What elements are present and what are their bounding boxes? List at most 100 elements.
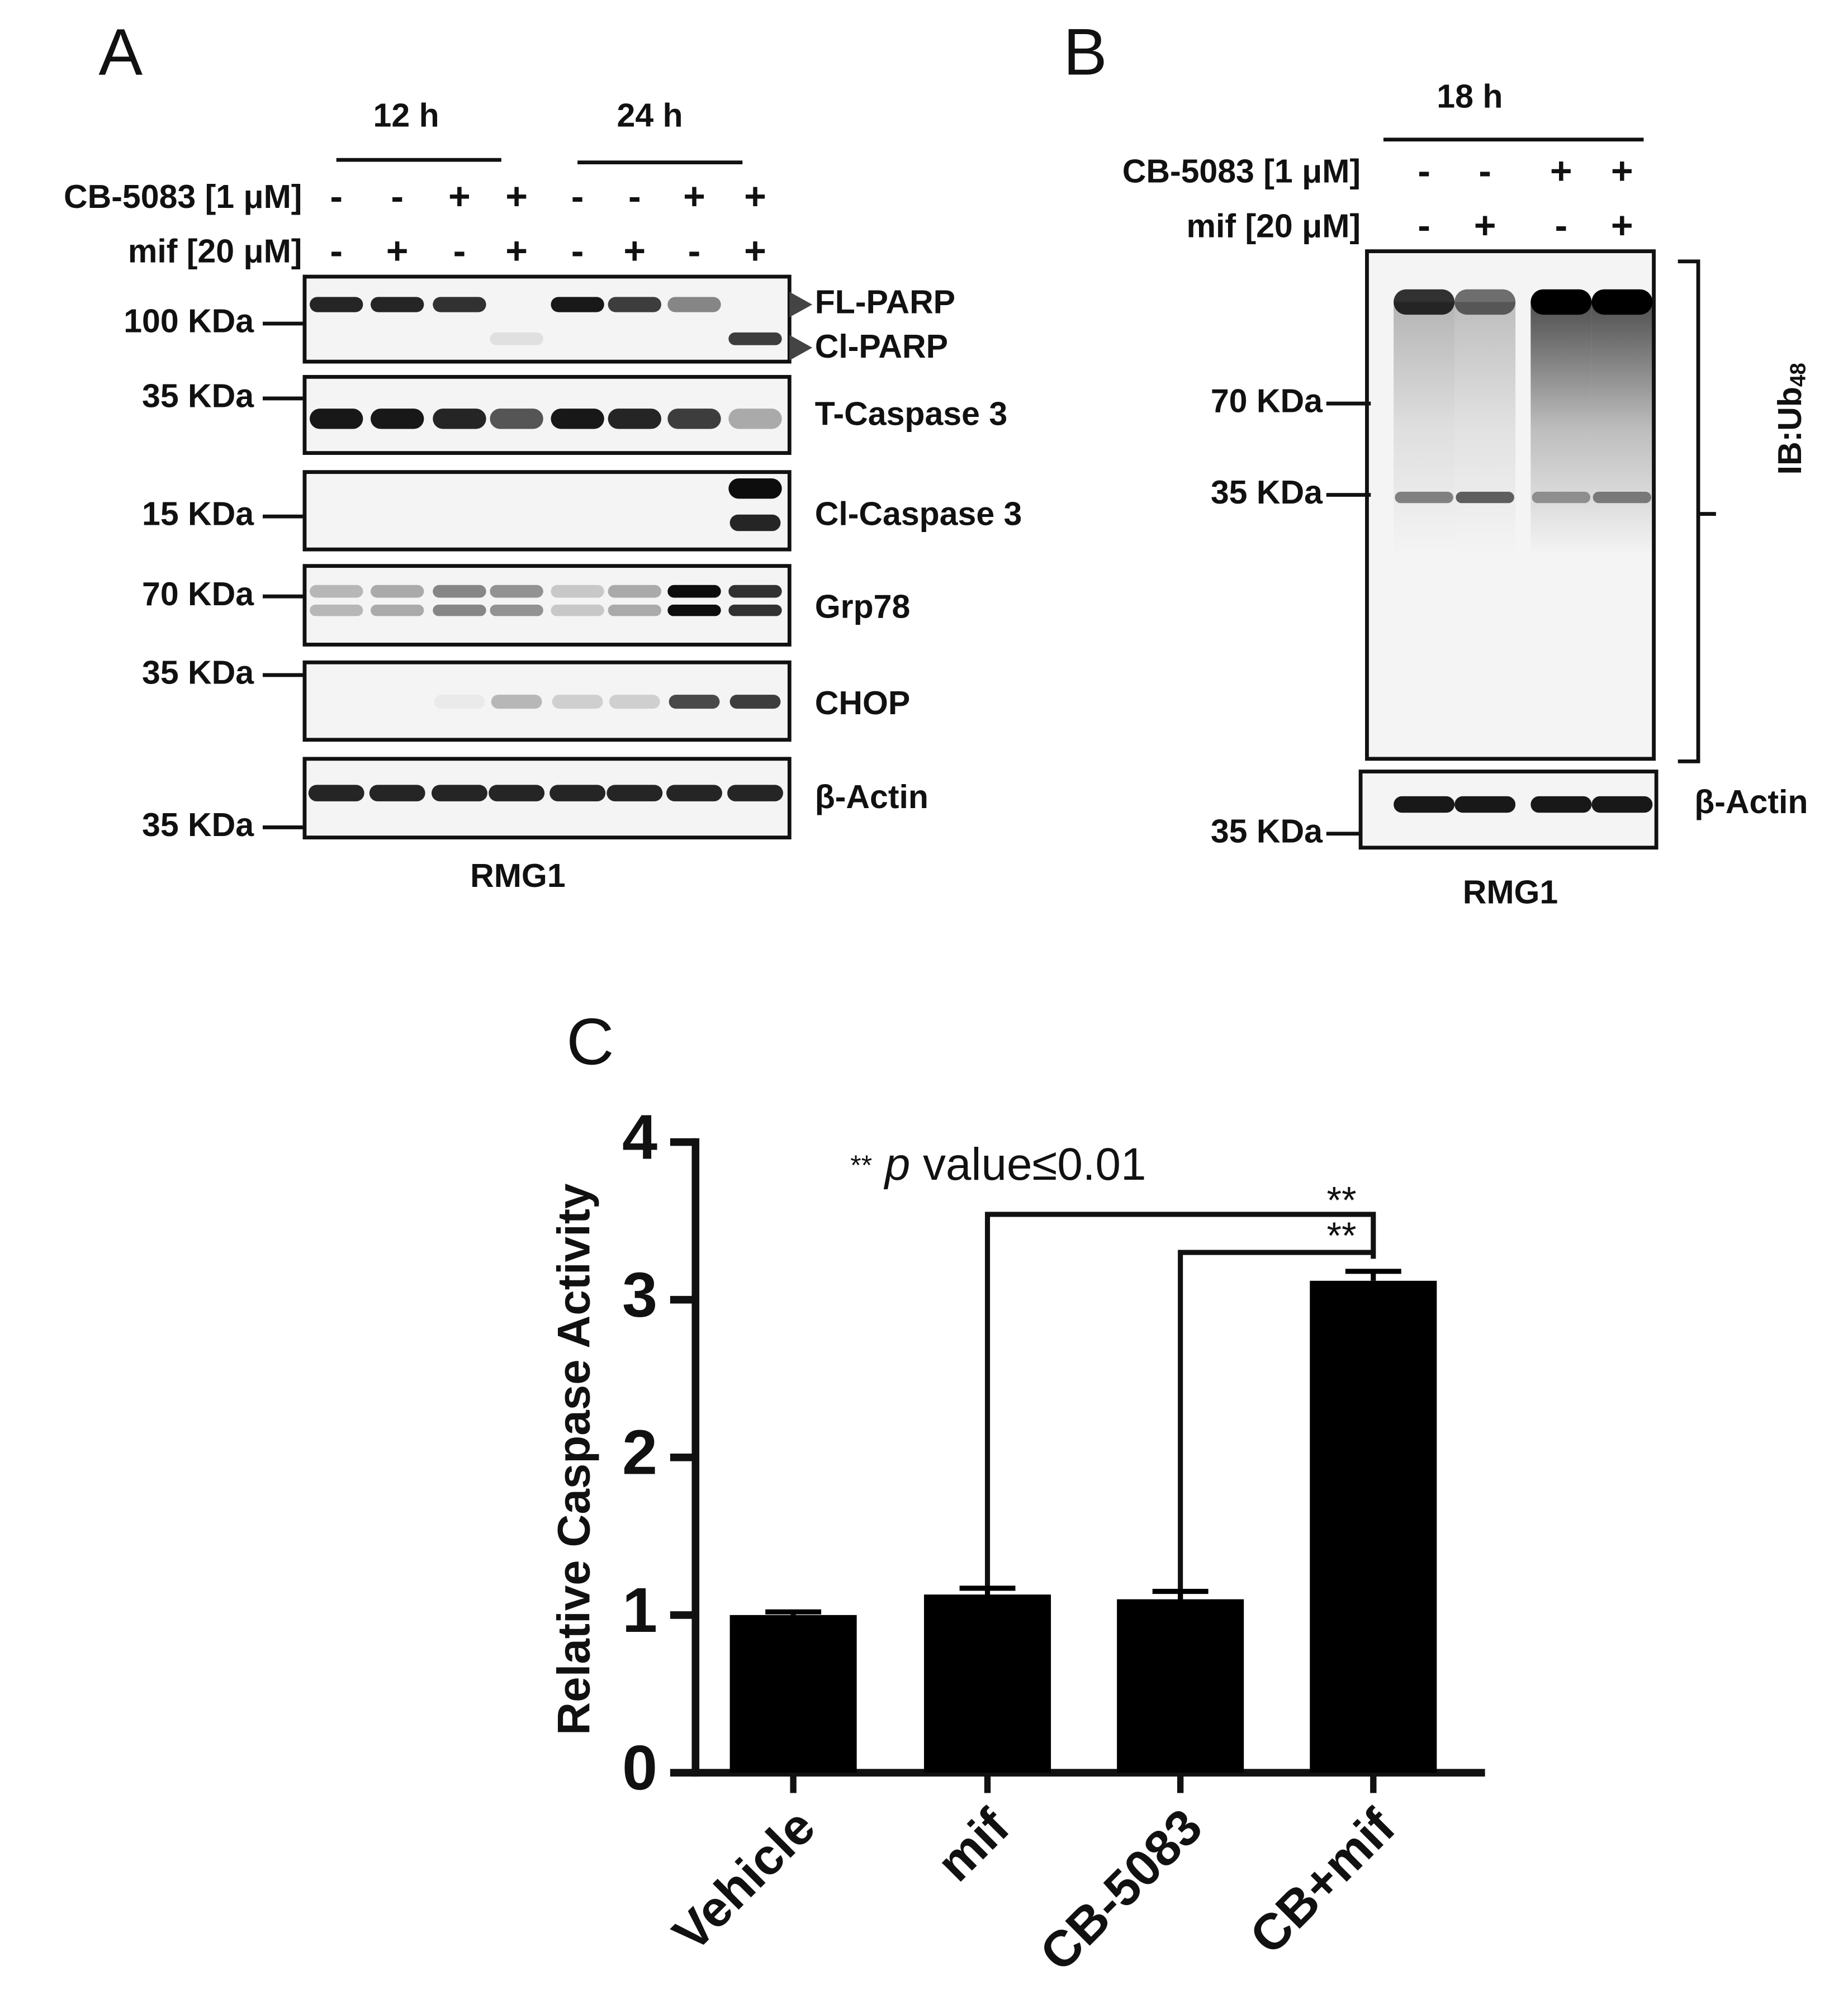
band: [551, 409, 604, 429]
time-label: 24 h: [617, 97, 683, 134]
band: [310, 409, 363, 429]
error-bar: [1152, 1589, 1209, 1599]
band: [490, 585, 543, 598]
protein-label: Grp78: [815, 588, 911, 625]
treatment-label: mif [20 μM]: [128, 233, 302, 270]
band: [1456, 491, 1514, 504]
band: [1394, 796, 1455, 813]
protein-label: β-Actin: [815, 778, 928, 815]
treatment-label: mif [20 μM]: [1187, 207, 1361, 244]
bar: [729, 1615, 857, 1773]
band: [432, 785, 487, 801]
treatment-sign: +: [1474, 205, 1496, 247]
band: [551, 297, 604, 312]
treatment-sign: +: [386, 230, 409, 272]
band: [1532, 491, 1591, 504]
annotation-stars: **: [850, 1150, 872, 1181]
marker-label: 35 KDa: [142, 806, 254, 843]
treatment-sign: -: [1555, 205, 1567, 247]
antibody-subscript: 48: [1787, 363, 1811, 387]
error-bar: [959, 1585, 1016, 1595]
band: [1530, 796, 1592, 813]
cell-line: RMG1: [1463, 873, 1558, 910]
band: [433, 604, 486, 616]
treatment-sign: +: [505, 175, 528, 217]
bar: [1310, 1280, 1437, 1773]
band: [371, 409, 424, 429]
protein-label: CHOP: [815, 685, 911, 721]
treatment-sign: -: [1479, 150, 1491, 192]
marker-label: 35 KDa: [1211, 474, 1323, 511]
band: [1530, 289, 1592, 315]
band: [308, 785, 364, 801]
marker-label: 35 KDa: [142, 654, 254, 691]
error-bar: [1345, 1269, 1401, 1281]
annotation-p: p: [883, 1139, 910, 1190]
treatment-sign: +: [1550, 150, 1572, 192]
smear: [1591, 302, 1653, 556]
x-tick-label: Vehicle: [662, 1798, 826, 1962]
band: [1591, 796, 1653, 813]
band: [369, 785, 425, 801]
band: [608, 585, 661, 598]
band: [549, 785, 606, 801]
smear: [1530, 302, 1592, 556]
y-tick-label: 0: [622, 1732, 657, 1803]
y-tick-label: 1: [622, 1575, 657, 1646]
treatment-sign: -: [453, 230, 466, 272]
band: [371, 585, 424, 598]
band: [729, 514, 781, 531]
protein-label: FL-PARP: [815, 284, 955, 321]
band: [728, 478, 782, 499]
band: [608, 297, 661, 312]
treatment-sign: +: [744, 175, 766, 217]
cell-line: RMG1: [470, 857, 566, 894]
band: [667, 604, 721, 616]
treatment-sign: -: [571, 175, 584, 217]
treatment-sign: +: [744, 230, 766, 272]
marker-label: 70 KDa: [142, 576, 254, 613]
band: [609, 695, 660, 709]
protein-label: Cl-PARP: [815, 328, 948, 365]
x-tick-label: mif: [926, 1798, 1020, 1892]
y-tick-label: 2: [622, 1417, 657, 1488]
panel-label: A: [98, 15, 143, 89]
band: [669, 695, 720, 709]
significance-bracket: [1178, 1250, 1373, 1602]
band: [433, 409, 486, 429]
band: [667, 409, 721, 429]
antibody-label: IB:Ub48: [1771, 363, 1811, 474]
treatment-sign: +: [505, 230, 528, 272]
y-axis-label: Relative Caspase Activity: [549, 1183, 600, 1735]
antibody-name: IB:Ub: [1771, 387, 1808, 474]
band: [728, 409, 782, 429]
band: [551, 585, 604, 598]
time-label: 18 h: [1437, 78, 1503, 115]
band: [728, 332, 782, 345]
protein-label: T-Caspase 3: [815, 395, 1007, 432]
marker-label: 15 KDa: [142, 496, 254, 533]
smear: [1454, 302, 1516, 556]
band: [489, 785, 545, 801]
band: [1591, 289, 1653, 315]
band: [491, 695, 542, 709]
band: [1454, 289, 1516, 315]
treatment-sign: -: [628, 175, 641, 217]
band: [552, 695, 603, 709]
blot: [302, 470, 792, 552]
band: [729, 695, 781, 709]
treatment-sign: +: [1611, 150, 1633, 192]
marker-label: 35 KDa: [142, 378, 254, 415]
band: [490, 604, 543, 616]
panel-label: C: [566, 1005, 614, 1079]
annotation-text: value≤0.01: [923, 1139, 1146, 1190]
treatment-sign: +: [683, 175, 705, 217]
band: [1454, 796, 1516, 813]
bar: [924, 1594, 1051, 1773]
arrowhead: [789, 292, 813, 317]
treatment-label: CB-5083 [1 μM]: [1122, 153, 1361, 190]
significance-label: **: [1327, 1179, 1357, 1222]
panel-label: B: [1063, 15, 1107, 89]
